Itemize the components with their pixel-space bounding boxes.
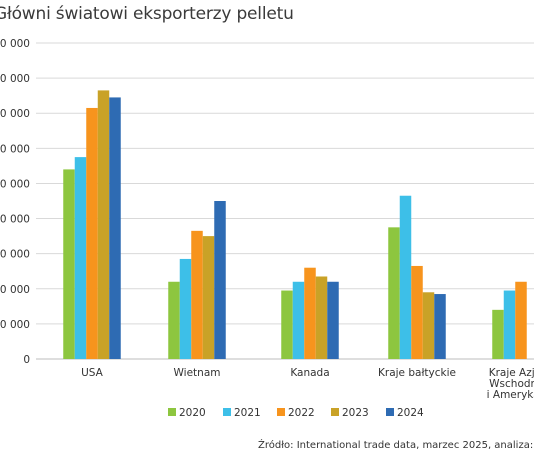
y-tick-label: 2 000 000 [0, 284, 30, 296]
legend-item-2021: 2021 [223, 407, 261, 419]
legend-item-2023: 2023 [331, 407, 369, 419]
legend-swatch [223, 408, 231, 416]
bar-2022-5 [515, 281, 527, 359]
bar-2022-4 [411, 265, 423, 359]
x-category-label: Wietnam [174, 367, 221, 379]
bars [63, 90, 527, 360]
bar-2021-1 [74, 157, 87, 359]
bar-2021-5 [503, 290, 516, 359]
bar-2020-3 [281, 290, 293, 359]
y-tick-label: 0 [23, 354, 30, 366]
bar-2024-1 [109, 97, 121, 359]
bar-2020-1 [63, 169, 75, 359]
bar-2020-2 [168, 281, 180, 359]
x-category-label: Wschodniej, [489, 378, 534, 390]
legend-label: 2024 [397, 407, 424, 419]
legend: 2020 2021 2022 2023 2024 [168, 407, 424, 419]
legend-label: 2020 [179, 407, 206, 419]
x-category-label: Kanada [290, 367, 329, 379]
bar-2022-1 [86, 107, 98, 359]
bar-2024-3 [327, 281, 339, 359]
y-tick-label: 8 000 000 [0, 73, 30, 85]
bar-2024-4 [434, 294, 446, 359]
bar-2023-3 [315, 276, 328, 359]
y-tick-label: 6 000 000 [0, 143, 30, 155]
x-category-label: Kraje Azji Po [489, 367, 534, 379]
y-tick-label: 9 000 000 [0, 38, 30, 50]
y-tick-label: 7 000 000 [0, 108, 30, 120]
bar-2021-4 [399, 195, 412, 359]
bar-2023-4 [422, 292, 435, 359]
y-axis-tick-labels: 9 000 000 8 000 000 7 000 000 6 000 000 5 00… [0, 38, 30, 366]
legend-swatch [331, 408, 339, 416]
bar-2023-1 [97, 90, 110, 360]
source-note: Źródło: International trade data, marzec… [258, 440, 534, 451]
x-category-label: USA [81, 367, 104, 379]
y-tick-label: 1 000 000 [0, 319, 30, 331]
y-tick-label: 5 000 000 [0, 178, 30, 190]
legend-label: 2023 [342, 407, 369, 419]
bar-2023-2 [202, 236, 215, 359]
y-tick-label: 3 000 000 [0, 249, 30, 261]
bar-2024-2 [214, 201, 226, 359]
chart-title: Główni światowi eksporterzy pelletu [0, 4, 294, 24]
legend-item-2022: 2022 [277, 407, 315, 419]
bar-2020-4 [388, 227, 400, 359]
legend-swatch [277, 408, 285, 416]
legend-label: 2022 [288, 407, 315, 419]
x-axis-category-labels: USA Wietnam Kanada Kraje bałtyckie Kraje Azj… [81, 367, 534, 401]
legend-label: 2021 [234, 407, 261, 419]
y-tick-label: 4 000 000 [0, 214, 30, 226]
bar-2021-2 [179, 258, 192, 359]
legend-swatch [386, 408, 394, 416]
bar-2022-2 [191, 230, 203, 359]
x-category-label: i Ameryka Po [487, 389, 534, 401]
legend-item-2024: 2024 [386, 407, 424, 419]
x-category-label: Kraje bałtyckie [378, 367, 456, 379]
bar-2021-3 [292, 281, 305, 359]
bar-2020-5 [492, 309, 504, 359]
legend-item-2020: 2020 [168, 407, 206, 419]
legend-swatch [168, 408, 176, 416]
bar-2022-3 [304, 267, 316, 359]
